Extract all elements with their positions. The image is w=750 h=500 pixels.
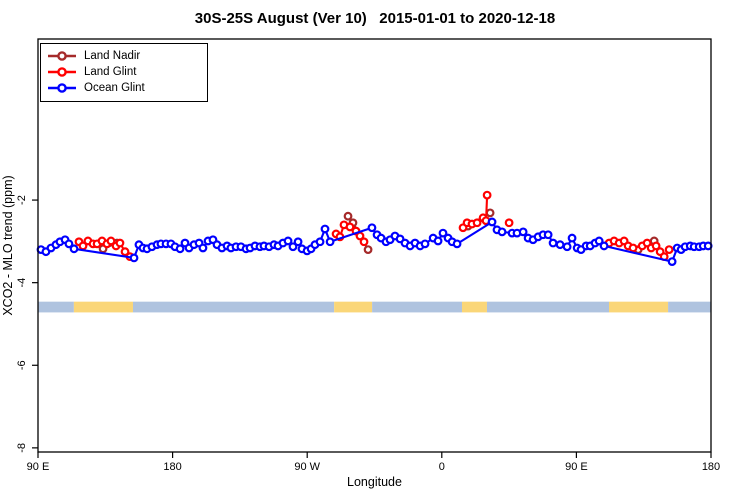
data-point-land-glint — [664, 245, 674, 255]
legend-label-land-nadir: Land Nadir — [84, 50, 141, 62]
x-tick-label: 180 — [163, 461, 181, 473]
data-point-ocean-glint — [129, 253, 139, 263]
surface-band-segment-ocean — [38, 301, 74, 313]
surface-band-segment-ocean — [486, 301, 610, 313]
data-point-ocean-glint — [567, 233, 577, 243]
surface-band-segment-land — [334, 301, 373, 313]
data-point-ocean-glint — [293, 237, 303, 247]
data-point-land-nadir — [485, 208, 495, 218]
data-point-ocean-glint — [594, 236, 604, 246]
data-point-land-glint — [504, 218, 514, 228]
data-point-ocean-glint — [288, 242, 298, 252]
x-tick-label: 90 W — [294, 461, 320, 473]
data-point-ocean-glint — [325, 237, 335, 247]
y-axis-label: XCO2 - MLO trend (ppm) — [1, 175, 15, 315]
data-point-ocean-glint — [69, 244, 79, 254]
chart-title: 30S-25S August (Ver 10) 2015-01-01 to 20… — [194, 10, 556, 27]
data-point-ocean-glint — [64, 239, 74, 249]
data-point-ocean-glint — [518, 227, 528, 237]
data-point-ocean-glint — [283, 236, 293, 246]
x-tick-label: 90 E — [27, 461, 50, 473]
data-point-ocean-glint — [198, 243, 208, 253]
legend-marker-land-glint-icon — [48, 67, 76, 77]
surface-band-segment-ocean — [668, 301, 711, 313]
data-point-ocean-glint — [543, 230, 553, 240]
x-tick-label: 0 — [439, 461, 445, 473]
legend-item-land-glint: Land Glint — [47, 64, 201, 80]
data-point-land-nadir — [343, 211, 353, 221]
legend-label-land-glint: Land Glint — [84, 66, 137, 78]
legend-marker-ocean-glint-icon — [48, 83, 76, 93]
y-tick-label: -4 — [16, 278, 28, 288]
data-point-land-glint — [359, 237, 369, 247]
data-point-ocean-glint — [433, 236, 443, 246]
data-point-ocean-glint — [367, 223, 377, 233]
data-point-land-glint — [115, 238, 125, 248]
data-point-land-glint — [120, 247, 130, 257]
data-point-ocean-glint — [438, 228, 448, 238]
legend-item-ocean-glint: Ocean Glint — [47, 80, 201, 96]
surface-band-segment-land — [461, 301, 487, 313]
x-tick-label: 90 E — [565, 461, 588, 473]
data-point-ocean-glint — [599, 241, 609, 251]
y-tick-label: -2 — [16, 195, 28, 205]
legend-item-land-nadir: Land Nadir — [47, 48, 201, 64]
legend: Land Nadir Land Glint Ocean Glint — [40, 43, 208, 102]
x-axis-label: Longitude — [347, 475, 402, 489]
data-point-ocean-glint — [548, 238, 558, 248]
surface-band-segment-land — [609, 301, 669, 313]
data-point-land-nadir — [363, 245, 373, 255]
data-point-ocean-glint — [452, 239, 462, 249]
data-point-ocean-glint — [315, 237, 325, 247]
data-point-land-glint — [651, 241, 661, 251]
data-point-land-glint — [106, 236, 116, 246]
data-point-land-glint — [472, 218, 482, 228]
data-point-ocean-glint — [420, 239, 430, 249]
y-tick-label: -8 — [16, 443, 28, 453]
surface-band-segment-land — [73, 301, 133, 313]
x-tick-label: 180 — [702, 461, 720, 473]
legend-label-ocean-glint: Ocean Glint — [84, 82, 145, 94]
surface-band-segment-ocean — [132, 301, 335, 313]
data-point-ocean-glint — [497, 227, 507, 237]
data-point-ocean-glint — [562, 242, 572, 252]
data-point-ocean-glint — [175, 244, 185, 254]
data-point-land-glint — [482, 190, 492, 200]
legend-marker-land-nadir-icon — [48, 51, 76, 61]
data-point-ocean-glint — [667, 257, 677, 267]
data-point-ocean-glint — [555, 240, 565, 250]
data-point-land-glint — [345, 222, 355, 232]
data-point-ocean-glint — [487, 217, 497, 227]
y-tick-label: -6 — [16, 360, 28, 370]
data-point-land-glint — [628, 243, 638, 253]
surface-band-segment-ocean — [372, 301, 462, 313]
plot-box — [37, 38, 712, 453]
data-point-ocean-glint — [320, 224, 330, 234]
